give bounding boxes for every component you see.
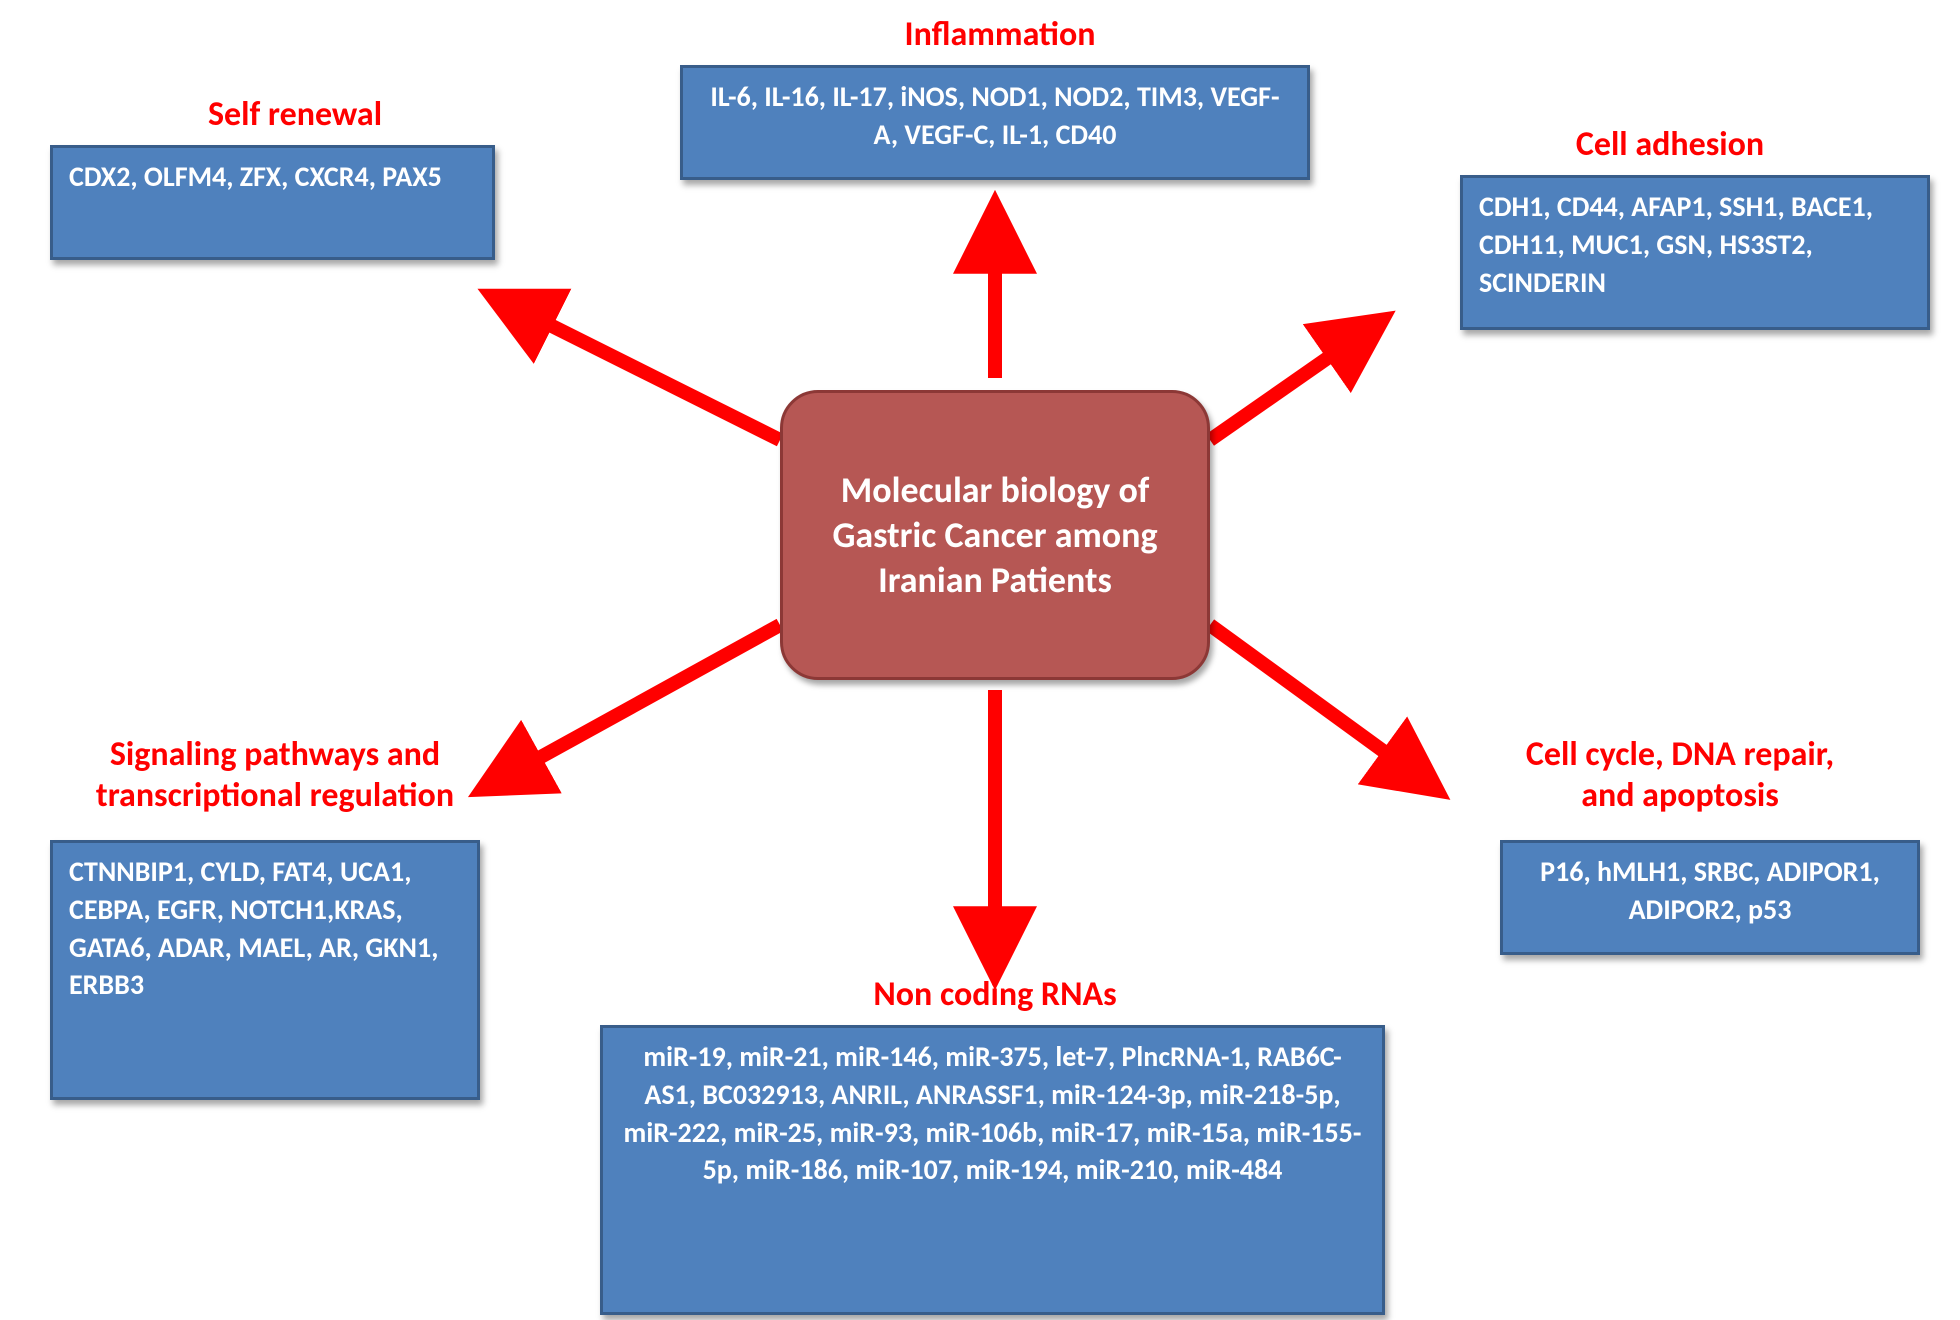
arrow <box>490 625 780 785</box>
center-node-text: Molecular biology of Gastric Cancer amon… <box>813 468 1177 603</box>
arrow <box>1210 325 1375 440</box>
category-title-ncrna: Non coding RNAs <box>820 975 1170 1016</box>
arrow <box>500 300 780 440</box>
gene-box-ncrna: miR-19, miR-21, miR-146, miR-375, let-7,… <box>600 1025 1385 1315</box>
category-title-cell-adhesion: Cell adhesion <box>1540 125 1800 166</box>
gene-box-self-renewal: CDX2, OLFM4, ZFX, CXCR4, PAX5 <box>50 145 495 260</box>
gene-box-cell-adhesion: CDH1, CD44, AFAP1, SSH1, BACE1, CDH11, M… <box>1460 175 1930 330</box>
gene-box-cell-cycle: P16, hMLH1, SRBC, ADIPOR1, ADIPOR2, p53 <box>1500 840 1920 955</box>
category-title-signaling: Signaling pathways and transcriptional r… <box>45 735 505 817</box>
diagram-canvas: Molecular biology of Gastric Cancer amon… <box>0 0 1960 1320</box>
gene-box-inflammation: IL-6, IL-16, IL-17, iNOS, NOD1, NOD2, TI… <box>680 65 1310 180</box>
gene-box-signaling: CTNNBIP1, CYLD, FAT4, UCA1, CEBPA, EGFR,… <box>50 840 480 1100</box>
category-title-cell-cycle: Cell cycle, DNA repair, and apoptosis <box>1465 735 1895 817</box>
arrow <box>1210 625 1430 785</box>
category-title-self-renewal: Self renewal <box>175 95 415 136</box>
category-title-inflammation: Inflammation <box>840 15 1160 56</box>
center-node: Molecular biology of Gastric Cancer amon… <box>780 390 1210 680</box>
